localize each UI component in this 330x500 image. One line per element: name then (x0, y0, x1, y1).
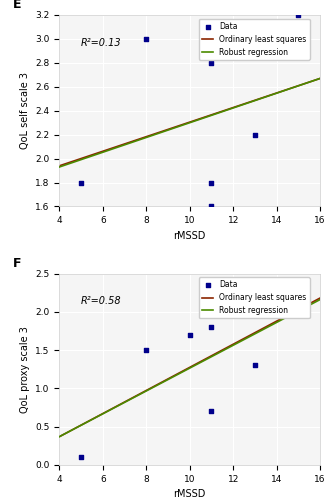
Data (209, 202, 214, 210)
X-axis label: rMSSD: rMSSD (174, 231, 206, 241)
Text: R²=0.58: R²=0.58 (80, 296, 121, 306)
Legend: Data, Ordinary least squares, Robust regression: Data, Ordinary least squares, Robust reg… (199, 278, 310, 318)
Data (144, 346, 149, 354)
Text: F: F (13, 256, 21, 270)
Y-axis label: QoL self scale 3: QoL self scale 3 (20, 72, 30, 149)
Data (252, 130, 257, 138)
X-axis label: rMSSD: rMSSD (174, 490, 206, 500)
Data (209, 323, 214, 331)
Data (187, 331, 192, 339)
Data (296, 11, 301, 19)
Legend: Data, Ordinary least squares, Robust regression: Data, Ordinary least squares, Robust reg… (199, 19, 310, 59)
Data (252, 362, 257, 370)
Data (79, 178, 84, 186)
Text: E: E (13, 0, 21, 11)
Y-axis label: QoL proxy scale 3: QoL proxy scale 3 (20, 326, 30, 412)
Text: R²=0.13: R²=0.13 (80, 38, 121, 48)
Data (144, 35, 149, 43)
Data (209, 178, 214, 186)
Data (209, 59, 214, 67)
Data (209, 408, 214, 416)
Data (79, 454, 84, 462)
